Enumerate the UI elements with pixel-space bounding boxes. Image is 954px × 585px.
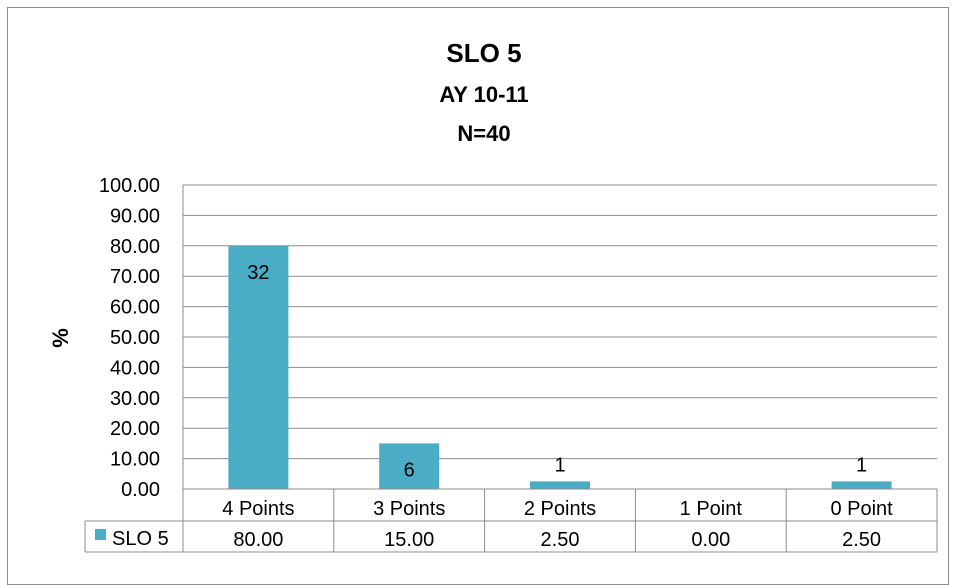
table-value: 80.00 (233, 529, 283, 551)
y-tick-label: 90.00 (110, 205, 160, 227)
bar-data-label: 6 (404, 459, 415, 481)
x-category-label: 3 Points (373, 498, 445, 520)
bar-data-label: 1 (856, 454, 867, 476)
chart-subtitle-line-2: N=40 (457, 121, 510, 146)
chart-subtitle-line-1: AY 10-11 (439, 82, 528, 107)
y-tick-label: 10.00 (110, 449, 160, 471)
table-value: 2.50 (842, 529, 881, 551)
y-tick-label: 50.00 (110, 327, 160, 349)
bar-data-label: 1 (554, 454, 565, 476)
x-category-label: 1 Point (680, 498, 743, 520)
table-value: 0.00 (691, 529, 730, 551)
y-tick-label: 100.00 (99, 175, 160, 197)
chart-title: SLO 5 (446, 38, 521, 68)
y-tick-label: 60.00 (110, 297, 160, 319)
grid-layer: 0.0010.0020.0030.0040.0050.0060.0070.008… (99, 175, 937, 552)
y-tick-label: 80.00 (110, 236, 160, 258)
y-tick-label: 0.00 (121, 479, 160, 501)
y-tick-label: 30.00 (110, 388, 160, 410)
table-value: 2.50 (541, 529, 580, 551)
data-table: 4 Points 3 Points 2 Points 1 Point 0 Point SL… (85, 489, 937, 552)
bar-data-label: 32 (247, 262, 269, 284)
bar (530, 481, 590, 489)
x-category-label: 2 Points (524, 498, 596, 520)
y-tick-label: 20.00 (110, 418, 160, 440)
x-category-label: 0 Point (830, 498, 893, 520)
y-tick-label: 40.00 (110, 357, 160, 379)
table-value: 15.00 (384, 529, 434, 551)
y-axis-label: % (48, 328, 73, 348)
x-category-label: 4 Points (222, 498, 294, 520)
legend-swatch (95, 529, 106, 540)
legend-series-name: SLO 5 (112, 528, 169, 550)
bar (832, 481, 892, 489)
y-tick-label: 70.00 (110, 266, 160, 288)
